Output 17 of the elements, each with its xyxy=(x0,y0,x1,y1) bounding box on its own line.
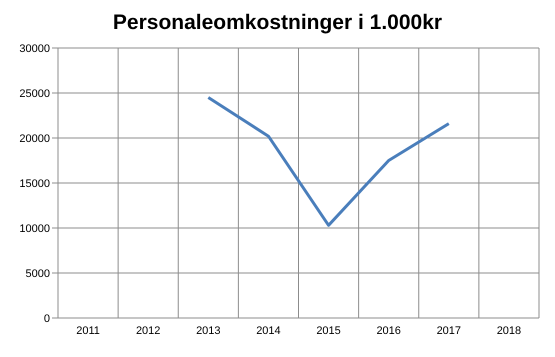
x-tick-label: 2011 xyxy=(76,324,100,337)
y-tick-label: 15000 xyxy=(19,178,50,190)
x-tick-label: 2018 xyxy=(496,324,522,337)
y-tick-label: 10000 xyxy=(19,222,50,235)
line-series xyxy=(206,96,450,227)
x-tick-label: 2013 xyxy=(196,324,221,337)
y-tick-label: 5000 xyxy=(26,268,50,280)
y-tick-label: 0 xyxy=(44,312,50,325)
x-tick-label: 2014 xyxy=(256,324,281,337)
y-tick-label: 25000 xyxy=(19,88,50,100)
x-tick-label: 2012 xyxy=(136,324,160,337)
chart-title: Personaleomkostninger i 1.000kr xyxy=(112,10,444,36)
y-tick-label: 30000 xyxy=(19,42,50,55)
x-tick-label: 2017 xyxy=(436,324,462,337)
x-tick-label: 2015 xyxy=(316,324,341,337)
x-tick-label: 2016 xyxy=(376,324,401,337)
y-tick-label: 20000 xyxy=(19,132,50,145)
